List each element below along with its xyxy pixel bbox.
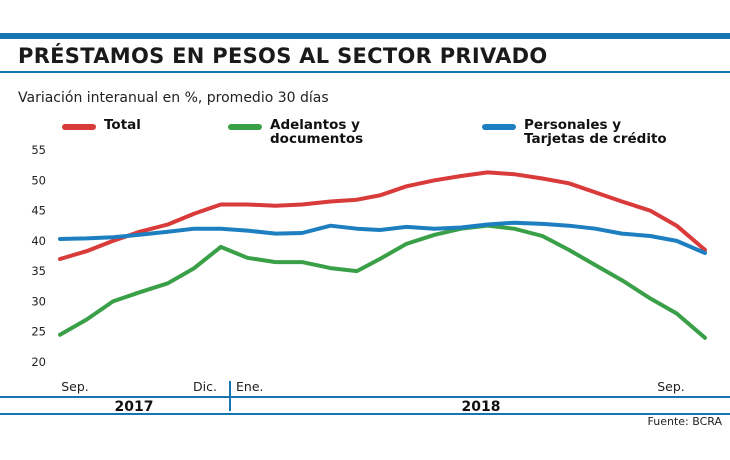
y-tick-label: 55 xyxy=(31,143,46,157)
series-line-1 xyxy=(58,223,707,340)
legend-label: Total xyxy=(104,117,141,133)
chart-title: PRÉSTAMOS EN PESOS AL SECTOR PRIVADO xyxy=(18,44,548,68)
legend-swatch-personales xyxy=(482,124,516,130)
legend-swatch-total xyxy=(62,124,96,130)
x-tick-label: Sep. xyxy=(657,379,685,394)
y-tick-label: 35 xyxy=(31,264,46,278)
source-note: Fuente: BCRA xyxy=(647,415,722,428)
year-label: 2018 xyxy=(462,399,501,415)
x-tick-label: Ene. xyxy=(236,379,263,394)
year-label: 2017 xyxy=(115,399,154,415)
top-accent-bar xyxy=(0,33,730,39)
y-tick-label: 45 xyxy=(31,204,46,218)
series-line-2 xyxy=(58,220,707,255)
series-line-0 xyxy=(58,170,707,261)
legend-label: Personales y Tarjetas de crédito xyxy=(524,117,667,147)
legend-adelantos: Adelantos y documentos xyxy=(228,118,363,146)
legend-swatch-adelantos xyxy=(228,124,262,130)
legend-personales: Personales y Tarjetas de crédito xyxy=(482,118,667,146)
title-divider xyxy=(0,71,730,73)
y-tick-label: 40 xyxy=(31,234,46,248)
x-tick-label: Dic. xyxy=(193,379,217,394)
chart-subtitle: Variación interanual en %, promedio 30 d… xyxy=(18,90,329,106)
x-tick-label: Sep. xyxy=(61,379,89,394)
y-tick-label: 30 xyxy=(31,294,46,308)
legend-total: Total xyxy=(62,118,141,132)
legend-label: Adelantos y documentos xyxy=(270,117,364,147)
y-tick-label: 25 xyxy=(31,325,46,339)
y-tick-label: 20 xyxy=(31,355,46,369)
y-tick-label: 50 xyxy=(31,173,46,187)
